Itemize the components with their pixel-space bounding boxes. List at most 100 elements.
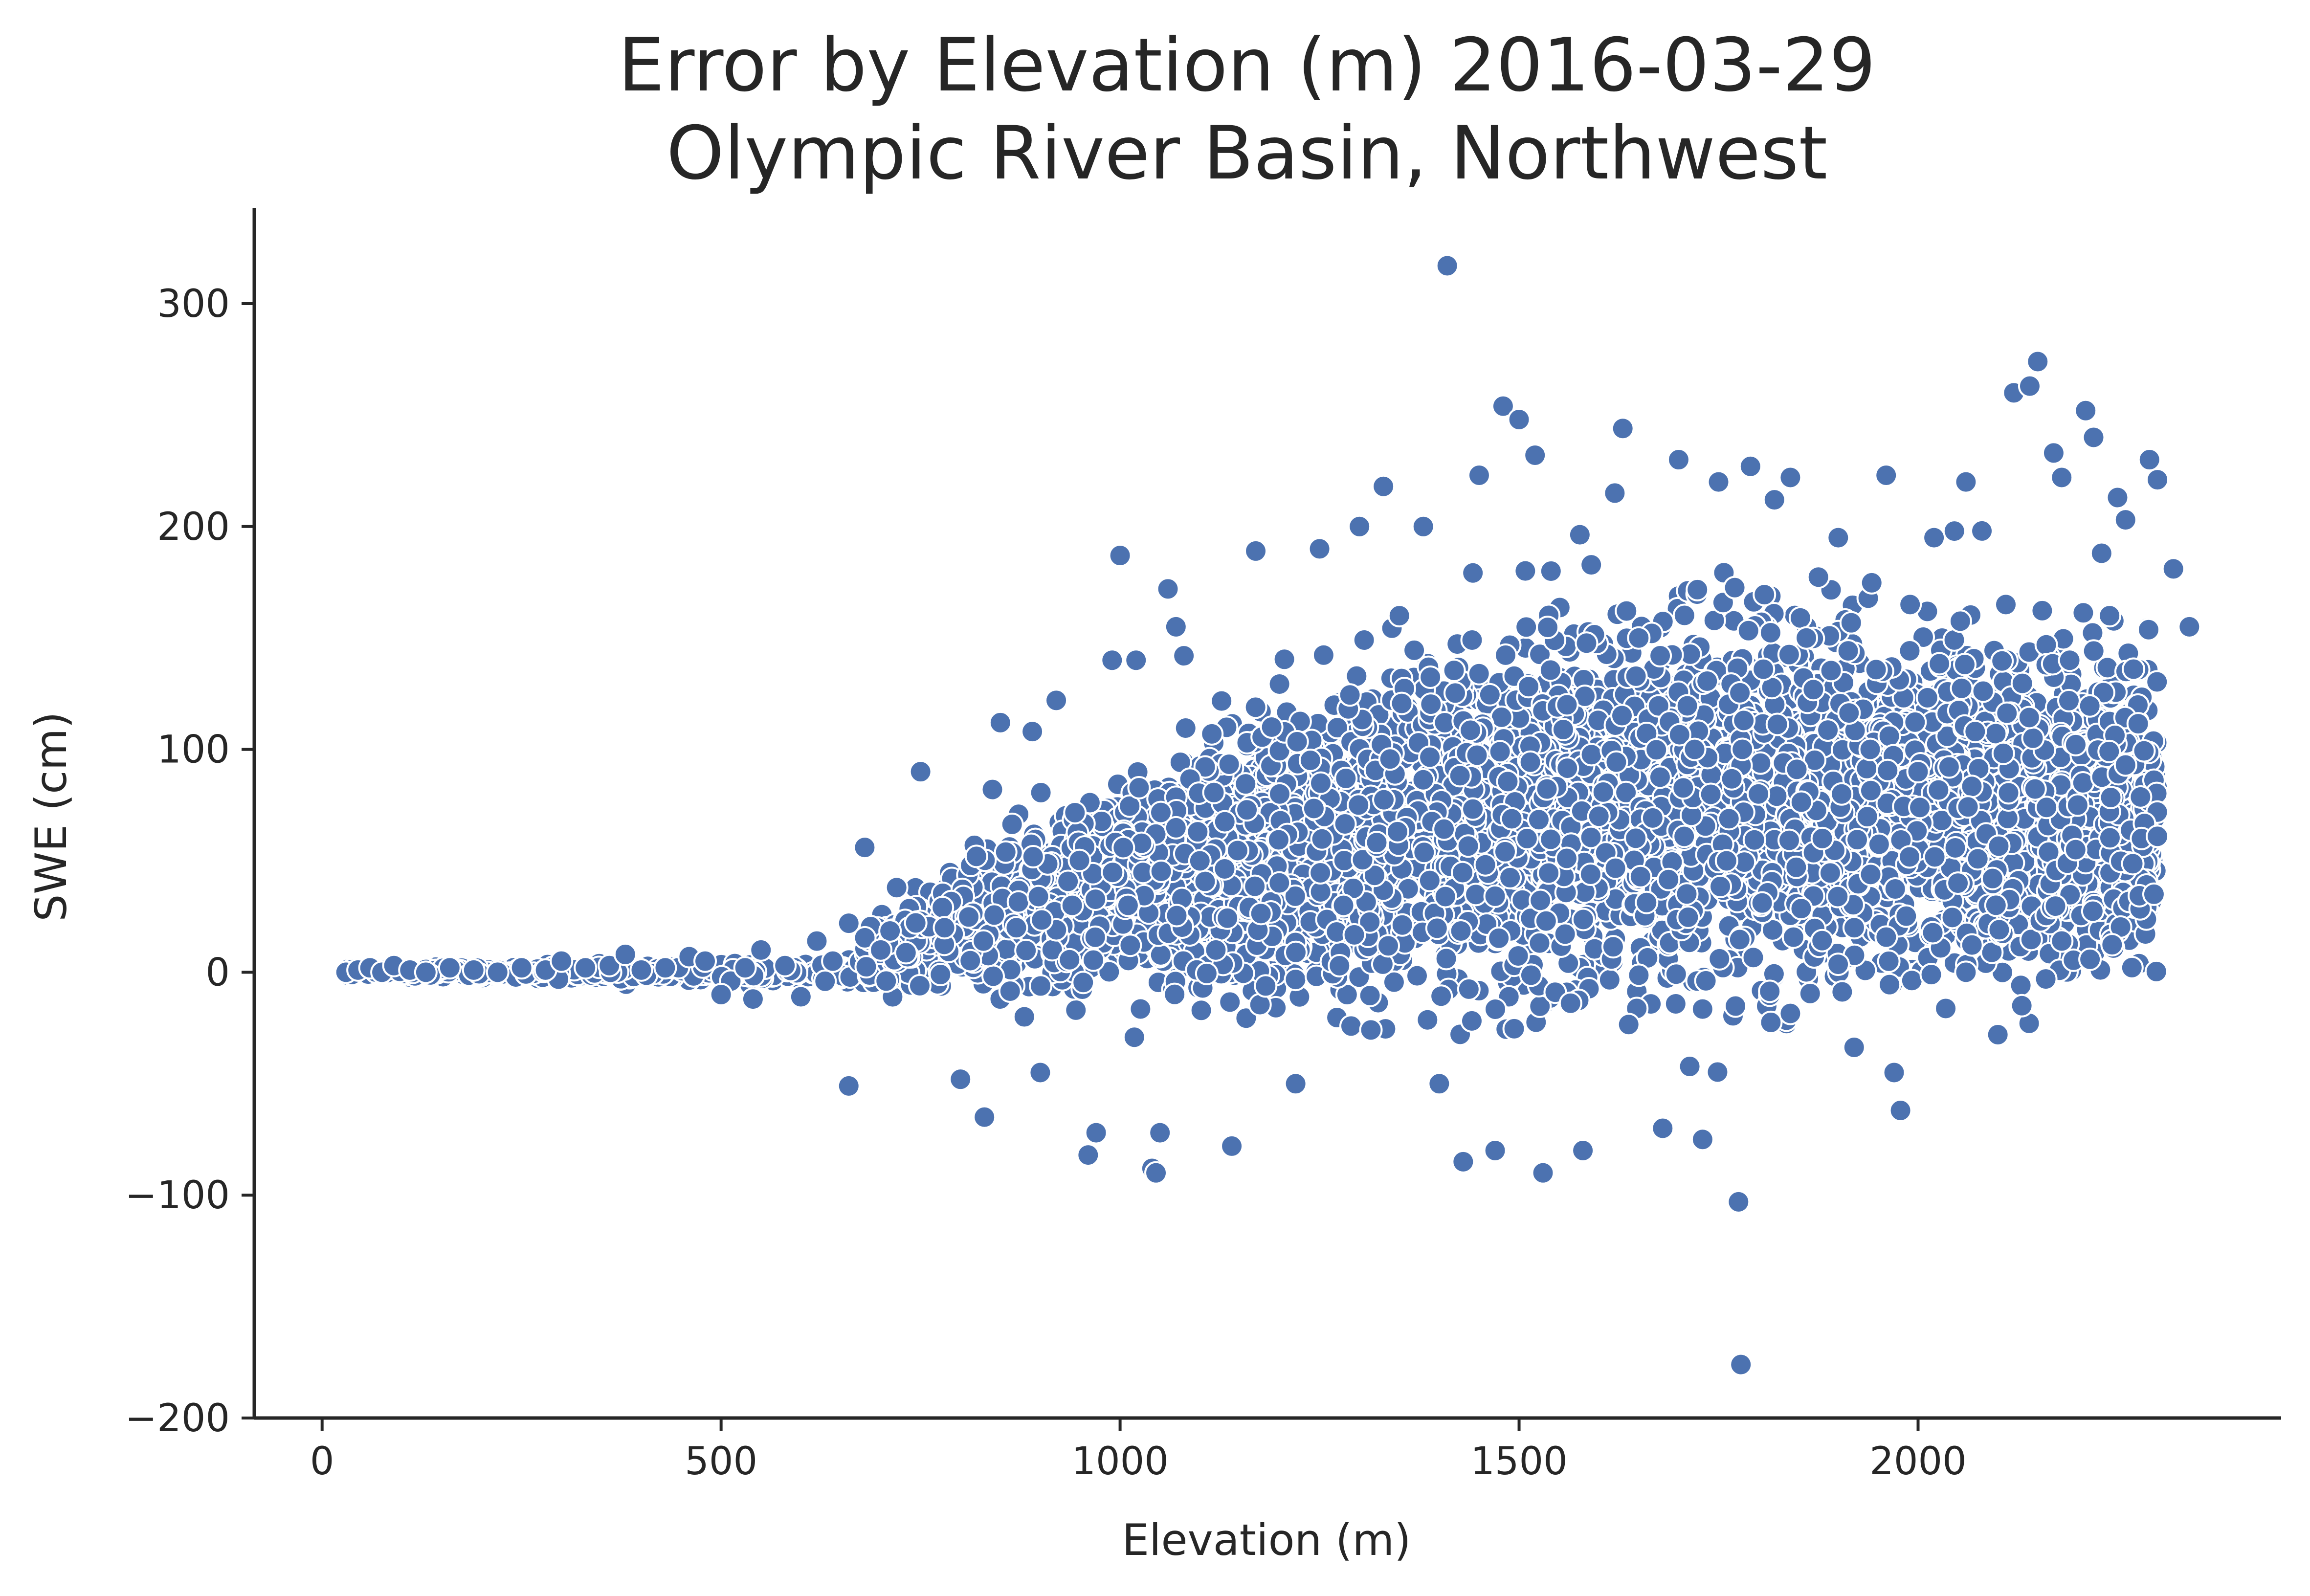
scatter-point (1478, 683, 1502, 707)
scatter-point (1736, 619, 1760, 643)
scatter-point (998, 979, 1022, 1003)
scatter-point (2144, 959, 2168, 983)
scatter-point (1672, 603, 1696, 627)
scatter-point (1990, 649, 2014, 673)
scatter-point (1029, 974, 1053, 998)
scatter-point (2136, 618, 2160, 642)
scatter-point (1579, 553, 1603, 577)
scatter-point (2081, 899, 2105, 923)
scatter-point (1267, 672, 1291, 696)
scatter-point (1493, 643, 1517, 667)
scatter-point (1484, 997, 1508, 1021)
scatter-point (1781, 925, 1805, 949)
scatter-point (1900, 969, 1924, 993)
scatter-point (1334, 766, 1358, 790)
scatter-point (1706, 1060, 1730, 1084)
scatter-point (1272, 647, 1296, 671)
scatter-point (1759, 1010, 1783, 1034)
scatter-point (1806, 565, 1830, 589)
scatter-point (1601, 935, 1625, 959)
scatter-point (1097, 960, 1121, 984)
scatter-point (1082, 948, 1106, 972)
scatter-point (1163, 982, 1187, 1006)
scatter-point (1614, 780, 1638, 804)
scatter-point (1502, 1017, 1526, 1041)
scatter-point (1514, 615, 1538, 639)
scatter-point (1942, 519, 1966, 543)
dense-point-cloud (335, 519, 2169, 1084)
scatter-point (1919, 963, 1943, 987)
scatter-point (1506, 944, 1530, 968)
scatter-point (1382, 970, 1406, 994)
scatter-point (1617, 1013, 1641, 1037)
scatter-point (1867, 832, 1891, 856)
scatter-point (1984, 722, 2008, 746)
scatter-point (1174, 716, 1198, 740)
scatter-point (2019, 928, 2043, 952)
scatter-point (1898, 639, 1922, 663)
scatter-point (1284, 968, 1308, 992)
scatter-point (1686, 577, 1710, 601)
scatter-point (1405, 964, 1429, 988)
scatter-point (1694, 969, 1718, 993)
scatter-point (1311, 643, 1335, 667)
scatter-point (1732, 709, 1756, 732)
scatter-point (1118, 794, 1142, 818)
scatter-point (1234, 772, 1258, 796)
scatter-point (1761, 918, 1785, 942)
scatter-point (981, 964, 1005, 988)
scatter-point (1442, 659, 1466, 683)
scatter-point (1390, 691, 1414, 715)
scatter-point (1339, 1014, 1363, 1038)
scatter-point (1210, 689, 1234, 713)
scatter-point (1664, 962, 1688, 986)
scatter-point (1064, 998, 1088, 1022)
scatter-point (2009, 974, 2033, 998)
scatter-point (1071, 971, 1095, 995)
scatter-point (1461, 561, 1485, 585)
scatter-point (1487, 926, 1511, 950)
scatter-point (1934, 997, 1958, 1020)
scatter-point (1467, 662, 1491, 686)
scatter-point (1598, 968, 1621, 992)
scatter-point (1878, 973, 1902, 997)
scatter-point (1419, 692, 1443, 716)
scatter-point (1352, 628, 1376, 652)
scatter-point (1127, 776, 1151, 799)
scatter-point (1000, 812, 1024, 836)
scatter-point (1460, 1009, 1484, 1033)
scatter-point (874, 969, 898, 993)
scatter-point (1358, 984, 1382, 1008)
scatter-point (1788, 606, 1812, 630)
scatter-point (1527, 808, 1551, 832)
scatter-point (1419, 665, 1443, 689)
scatter-point (1753, 583, 1777, 607)
scatter-point (1664, 992, 1688, 1016)
scatter-point (1402, 638, 1426, 662)
scatter-point (2050, 929, 2074, 953)
scatter-point (1129, 997, 1153, 1021)
scatter-point (1325, 716, 1349, 740)
scatter-point (1749, 751, 1773, 775)
scatter-point (1830, 980, 1854, 1004)
scatter-point (1416, 1008, 1440, 1032)
scatter-point (2071, 601, 2095, 625)
scatter-point (1568, 523, 1592, 547)
scatter-point (1193, 755, 1217, 779)
scatter-point (1254, 974, 1278, 998)
scatter-point (2030, 598, 2054, 622)
scatter-point (1519, 963, 1543, 987)
scatter-point (1777, 643, 1801, 666)
scatter-point (1903, 710, 1927, 734)
scatter-point (1778, 1001, 1802, 1025)
scatter-point (1798, 981, 1822, 1005)
scatter-point (1789, 897, 1813, 921)
scatter-point (1723, 576, 1747, 599)
scatter-point (1513, 559, 1537, 583)
scatter-point (1200, 722, 1224, 746)
scatter-point (1122, 1025, 1146, 1049)
scatter-point (1029, 780, 1053, 804)
scatter-point (1335, 983, 1359, 1007)
